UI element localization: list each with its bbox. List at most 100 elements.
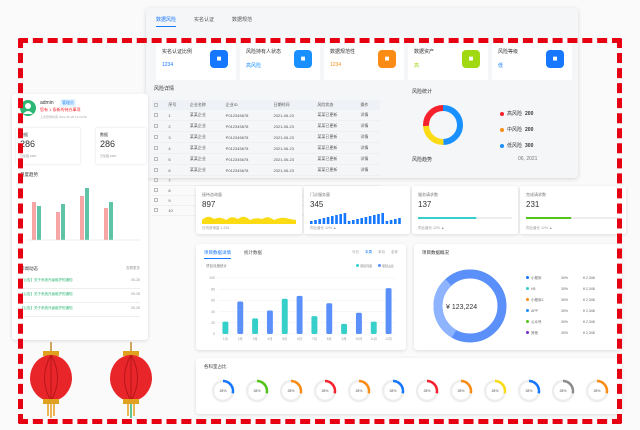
table-row[interactable]: 7 — [152, 175, 380, 186]
risk-stat-card[interactable]: 实名认证比例 1234 ■ — [156, 38, 236, 80]
select-all-checkbox[interactable] — [152, 100, 167, 110]
kpi-title: 完成请求数 — [526, 192, 546, 197]
table-cell: 某某已更新 — [315, 131, 359, 143]
user-note[interactable]: 您有 1 条新的待办事项 — [40, 107, 81, 112]
bar[interactable] — [252, 318, 259, 334]
table-row[interactable]: 5 某某企业 P012345678 2021-06-23 某某已更新 详情 — [152, 153, 380, 165]
table-cell: 某某已更新 — [315, 153, 359, 165]
news-item[interactable]: 【公告】关于系统升级维护的通知 05-28 — [20, 278, 140, 289]
bar[interactable] — [355, 312, 362, 334]
risk-stat-label: 数据规范性 — [330, 49, 356, 55]
risk-stat-card[interactable]: 数据规范性 1234 ■ — [324, 38, 404, 80]
summary-row: 小程序 30% ¥ 2,348 — [526, 276, 612, 281]
risk-stat-card[interactable]: 风险等级低 ■ — [492, 38, 572, 80]
risk-stat-label: 实名认证比例 — [162, 49, 193, 55]
tab-project-detail[interactable]: 项目数据详情 — [204, 250, 231, 259]
avatar[interactable] — [20, 100, 36, 116]
kpi-foot: 同比增长 12% ▲ — [310, 226, 337, 230]
risk-date-filter[interactable]: 06, 2021 — [518, 156, 538, 162]
tab-realname[interactable]: 实名认证 — [194, 17, 215, 23]
risk-stat-card[interactable]: 数据资产高 ■ — [408, 38, 488, 80]
table-cell: 某某企业 — [187, 120, 224, 132]
filter-year[interactable]: 全年 — [391, 250, 398, 254]
table-header-cell[interactable]: 序号 — [166, 100, 188, 110]
news-item[interactable]: 【公告】关于系统升级维护的通知 05-28 — [20, 292, 140, 303]
kpi-card[interactable]: 接待咨询量 897 日均咨询量 1,234 — [196, 186, 302, 234]
row-checkbox[interactable] — [152, 131, 167, 143]
progress-ring: 28% — [585, 379, 609, 403]
table-row[interactable]: 1 某某企业 P012345678 2021-06-23 某某已更新 详情 — [152, 110, 380, 121]
kpi-bar — [373, 215, 376, 224]
kpi-title: 接待咨询量 — [202, 192, 222, 197]
row-checkbox[interactable] — [152, 153, 167, 165]
row-checkbox[interactable] — [152, 120, 167, 132]
tab-statistics[interactable]: 统计数据 — [244, 250, 262, 255]
kpi-card[interactable]: 服务请求数 137 同比增长 12% ▲ — [412, 186, 518, 234]
left-chart-title: 月度趋势 — [20, 172, 38, 177]
kpi-foot: 同比增长 12% ▲ — [526, 226, 553, 230]
table-row[interactable]: 4 某某企业 P012345678 2021-06-23 某某已更新 详情 — [152, 142, 380, 154]
bar[interactable] — [222, 321, 229, 334]
row-checkbox[interactable] — [152, 175, 167, 186]
bar[interactable] — [311, 316, 318, 334]
row-checkbox[interactable] — [152, 205, 167, 216]
detail-link[interactable]: 详情 — [358, 120, 380, 132]
detail-link[interactable]: 详情 — [358, 142, 380, 154]
table-header-cell[interactable]: 企业名称 — [187, 100, 224, 110]
risk-table-header: 序号 企业名称 企业ID 日期时间 风险状态 操作 — [152, 100, 380, 110]
filter-week[interactable]: 本周 — [365, 250, 372, 254]
row-checkbox[interactable] — [152, 142, 167, 154]
detail-link[interactable]: 详情 — [358, 164, 380, 176]
kpi-bar — [322, 218, 326, 224]
bar[interactable] — [266, 310, 273, 334]
user-tag: 管理员 — [60, 99, 76, 107]
table-header-cell[interactable]: 操作 — [358, 100, 380, 110]
ring-label: 28% — [287, 389, 294, 393]
summary-amount: ¥ 2,348 — [583, 287, 595, 291]
tab-standard[interactable]: 数据规范 — [232, 17, 253, 23]
table-header-cell[interactable]: 风险状态 — [315, 100, 359, 110]
detail-link[interactable]: 详情 — [358, 153, 380, 165]
kpi-spark — [418, 217, 512, 219]
bar[interactable] — [296, 295, 303, 334]
id-card-icon: ■ — [210, 50, 228, 68]
news-item-title: 【公告】关于系统升级维护的通知 — [20, 306, 73, 310]
table-row[interactable]: 2 某某企业 P012345678 2021-06-23 某某已更新 详情 — [152, 120, 380, 132]
table-header-cell[interactable]: 企业ID — [223, 100, 272, 110]
table-cell: 某某企业 — [187, 110, 224, 121]
table-header-cell[interactable]: 日期时间 — [271, 100, 316, 110]
bar[interactable] — [341, 323, 348, 334]
detail-link[interactable]: 详情 — [358, 110, 380, 121]
filter-today[interactable]: 今日 — [352, 250, 359, 254]
detail-link[interactable]: 详情 — [358, 131, 380, 143]
news-more-link[interactable]: 查看更多 — [126, 266, 140, 270]
kpi-card[interactable]: 门诊服务量 345 同比增长 12% ▲ — [304, 186, 410, 234]
row-checkbox[interactable] — [152, 110, 167, 121]
ring-label: 28% — [559, 389, 566, 393]
ring-label: 28% — [525, 389, 532, 393]
table-cell — [315, 175, 359, 186]
news-item-line — [20, 302, 140, 303]
row-checkbox[interactable] — [152, 195, 167, 206]
kpi-card[interactable]: 完成请求数 231 同比增长 12% ▲ — [520, 186, 626, 234]
row-checkbox[interactable] — [152, 185, 167, 196]
bar[interactable] — [370, 321, 377, 334]
risk-stat-label: 数据资产 — [414, 49, 435, 55]
news-item[interactable]: 【公告】关于系统升级维护的通知 05-28 — [20, 306, 140, 317]
stat-b-foot: 已处理 2387 — [100, 154, 117, 158]
table-row[interactable]: 6 某某企业 P012345678 2021-06-23 某某已更新 详情 — [152, 164, 380, 176]
table-cell: P012345678 — [223, 120, 272, 132]
risk-stat-card[interactable]: 风险持有人状态 高风险 ■ — [240, 38, 320, 80]
kpi-bar — [394, 219, 397, 224]
row-checkbox[interactable] — [152, 164, 167, 176]
bar[interactable] — [326, 303, 333, 334]
bar[interactable] — [237, 301, 244, 334]
table-row[interactable]: 3 某某企业 P012345678 2021-06-23 某某已更新 详情 — [152, 131, 380, 143]
stat-card-a: 数据 286 已处理 2387 — [16, 128, 80, 164]
bar[interactable] — [281, 298, 288, 334]
x-tick-label: 6月 — [297, 337, 302, 341]
filter-month[interactable]: 本月 — [378, 250, 385, 254]
bar[interactable] — [385, 288, 392, 334]
tab-risk[interactable]: 数据风险 — [156, 16, 177, 27]
summary-pct: 30% — [561, 309, 569, 313]
